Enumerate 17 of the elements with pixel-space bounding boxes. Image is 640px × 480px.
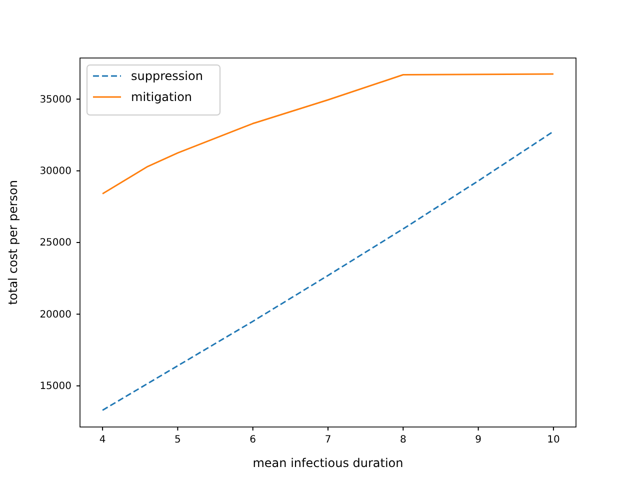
x-tick-label: 10 — [547, 434, 560, 446]
y-tick-label: 30000 — [40, 166, 72, 178]
y-tick-label: 15000 — [40, 381, 72, 392]
x-tick-label: 5 — [174, 434, 181, 446]
x-tick-label: 9 — [475, 434, 482, 446]
y-tick-label: 35000 — [40, 94, 72, 106]
x-axis-title: mean infectious duration — [252, 456, 404, 470]
y-tick-label: 25000 — [40, 238, 72, 249]
y-axis-title: total cost per person — [6, 180, 20, 305]
legend-label: suppression — [131, 69, 203, 83]
line-series — [102, 130, 554, 411]
x-tick-label: 7 — [324, 434, 332, 446]
x-tick-label: 8 — [400, 434, 406, 446]
legend-label: mitigation — [131, 90, 192, 104]
x-tick-label: 6 — [250, 434, 256, 446]
y-tick-label: 20000 — [40, 309, 72, 320]
x-tick-label: 4 — [99, 434, 106, 446]
